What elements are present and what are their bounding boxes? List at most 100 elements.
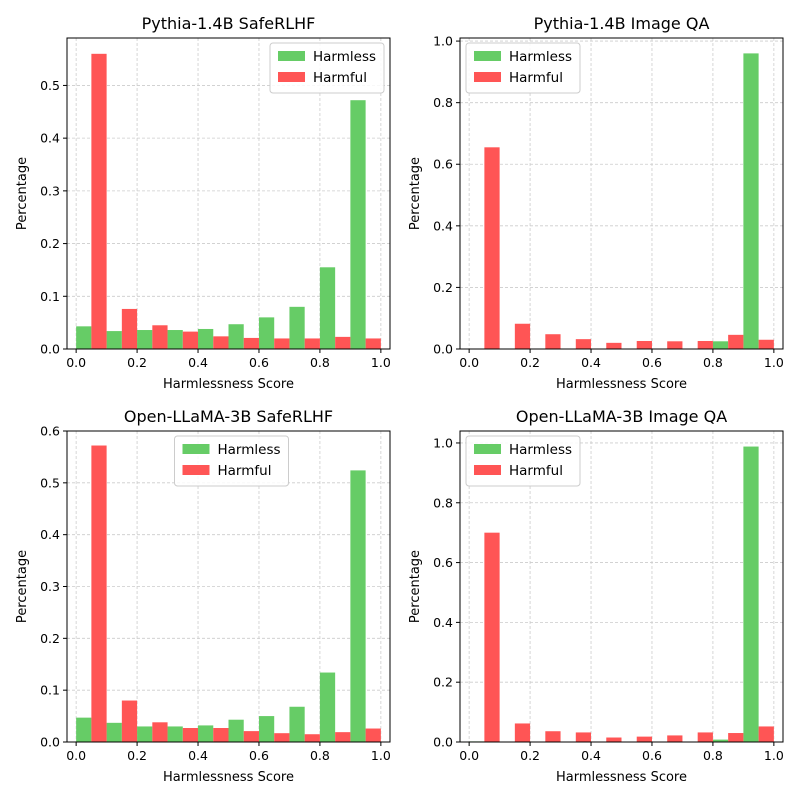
x-tick-label: 1.0 <box>764 355 784 370</box>
x-tick-label: 0.8 <box>310 748 330 763</box>
harmless-bar <box>258 317 275 349</box>
y-tick-label: 1.0 <box>433 34 453 49</box>
harmful-bar <box>335 732 351 742</box>
legend-label-harmless: Harmless <box>509 49 572 65</box>
y-tick-label: 0.1 <box>40 289 60 304</box>
x-tick-label: 0.2 <box>127 355 147 370</box>
bars <box>76 53 381 349</box>
x-tick-label: 0.4 <box>581 355 601 370</box>
bars <box>76 445 381 742</box>
y-axis-label: Percentage <box>15 550 30 623</box>
legend-swatch-harmless <box>474 51 501 61</box>
harmful-bar <box>545 334 561 349</box>
x-axis-label: Harmlessness Score <box>556 377 687 392</box>
harmful-bar <box>274 733 290 742</box>
harmful-bar <box>365 338 381 349</box>
harmful-bar <box>697 732 713 742</box>
x-tick-label: 0.4 <box>188 748 208 763</box>
subplot-openllama-imageqa: Open-LLaMA-3B Image QA Harmlessness Scor… <box>408 407 784 785</box>
x-tick-label: 0.2 <box>520 748 540 763</box>
subplot-title: Open-LLaMA-3B Image QA <box>516 407 727 426</box>
harmless-bar <box>258 716 275 742</box>
x-tick-label: 0.0 <box>66 748 86 763</box>
harmful-bar <box>304 734 320 742</box>
harmless-bar <box>712 739 729 742</box>
x-axis-label: Harmlessness Score <box>163 770 294 785</box>
y-tick-label: 0.2 <box>433 280 453 295</box>
harmful-bar <box>667 341 683 349</box>
harmful-bar <box>514 723 531 742</box>
harmful-bar <box>182 331 199 349</box>
harmful-bar <box>365 728 381 742</box>
y-tick-label: 0.0 <box>433 342 453 357</box>
y-tick-label: 0.0 <box>40 735 60 750</box>
y-axis-label: Percentage <box>408 550 423 623</box>
harmless-bar <box>106 722 122 742</box>
y-tick-label: 0.6 <box>433 157 453 172</box>
harmful-bar <box>274 338 290 349</box>
legend-label-harmful: Harmful <box>313 70 367 86</box>
harmless-bar <box>228 324 244 349</box>
x-tick-label: 0.6 <box>249 355 269 370</box>
x-tick-label: 0.6 <box>249 748 269 763</box>
harmless-bar <box>198 328 214 349</box>
subplot-openllama-saferlhf: Open-LLaMA-3B SafeRLHF Harmlessness Scor… <box>15 407 391 785</box>
harmful-bar <box>667 735 683 742</box>
bars <box>469 446 774 742</box>
x-tick-label: 0.8 <box>310 355 330 370</box>
harmful-bar <box>575 339 592 349</box>
harmful-bar <box>484 147 500 349</box>
harmless-bar <box>350 470 366 742</box>
x-tick-label: 0.8 <box>703 748 723 763</box>
harmful-bar <box>304 338 320 349</box>
x-tick-label: 0.6 <box>642 355 662 370</box>
harmless-bar <box>167 330 183 349</box>
harmless-bar <box>167 726 183 742</box>
harmful-bar <box>182 728 199 742</box>
harmful-bar <box>575 732 592 742</box>
legend-label-harmful: Harmful <box>218 463 272 479</box>
y-tick-label: 0.4 <box>40 527 60 542</box>
harmful-bar <box>728 733 744 742</box>
y-tick-label: 0.5 <box>40 475 60 490</box>
y-tick-label: 0.3 <box>40 579 60 594</box>
legend-label-harmless: Harmless <box>509 442 572 458</box>
x-tick-label: 1.0 <box>371 748 391 763</box>
subplot-pythia-imageqa: Pythia-1.4B Image QA Harmlessness Score … <box>408 14 784 392</box>
harmless-bar <box>319 267 336 349</box>
harmful-bar <box>636 736 652 742</box>
harmless-bar <box>289 706 305 742</box>
legend-swatch-harmless <box>474 444 501 454</box>
harmful-bar <box>545 731 561 742</box>
axes-frame <box>66 37 391 350</box>
harmful-bar <box>152 325 168 349</box>
harmful-bar <box>213 336 229 349</box>
legend-label-harmful: Harmful <box>509 463 563 479</box>
harmless-bar <box>319 672 336 742</box>
harmful-bar <box>243 337 259 349</box>
harmful-bar <box>121 308 138 349</box>
x-tick-label: 0.4 <box>581 748 601 763</box>
harmful-bar <box>335 336 351 349</box>
legend-label-harmless: Harmless <box>218 442 281 458</box>
x-axis-label: Harmlessness Score <box>163 377 294 392</box>
harmless-bar <box>137 330 153 349</box>
y-tick-label: 0.4 <box>433 218 453 233</box>
y-tick-label: 0.8 <box>433 95 453 110</box>
bars <box>484 53 774 350</box>
harmless-bar <box>228 719 244 742</box>
x-tick-label: 0.8 <box>703 355 723 370</box>
x-tick-label: 1.0 <box>764 748 784 763</box>
harmful-bar <box>121 700 138 742</box>
subplot-title: Pythia-1.4B SafeRLHF <box>142 14 316 33</box>
harmful-bar <box>697 340 713 349</box>
y-tick-label: 0.5 <box>40 78 60 93</box>
x-tick-label: 0.2 <box>127 748 147 763</box>
harmful-bar <box>91 53 107 349</box>
harmless-bar <box>289 306 305 349</box>
x-tick-label: 1.0 <box>371 355 391 370</box>
legend-swatch-harmful <box>278 72 305 82</box>
legend-swatch-harmful <box>474 465 501 475</box>
